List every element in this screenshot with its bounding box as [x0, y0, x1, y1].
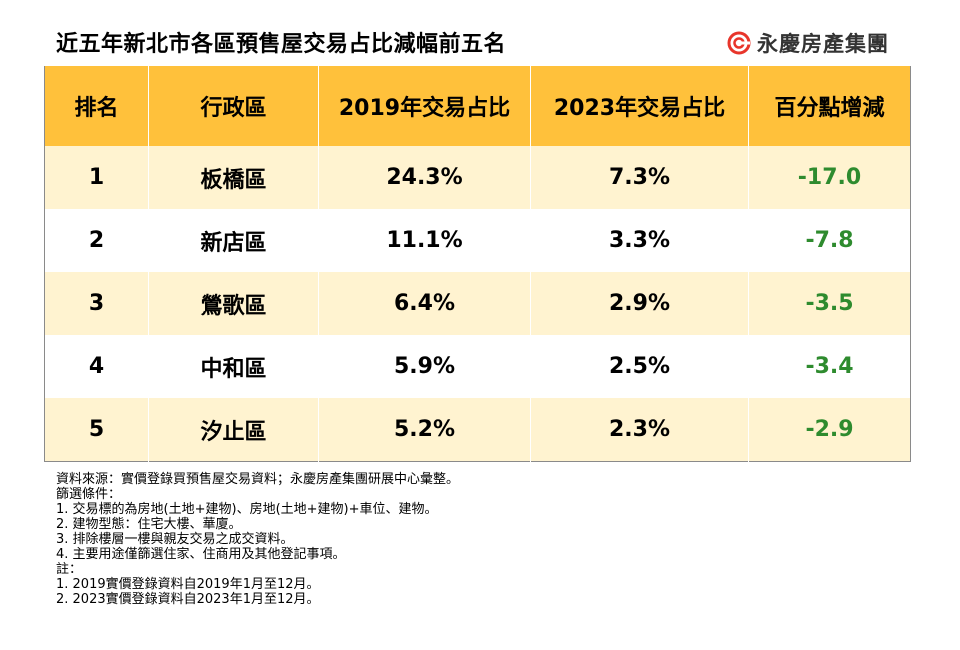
cell-share-2019: 11.1% [318, 209, 531, 272]
cell-change: -3.5 [748, 272, 911, 335]
cell-share-2023: 2.3% [530, 398, 749, 462]
cell-change: -7.8 [748, 209, 911, 272]
table-row: 4 中和區 5.9% 2.5% -3.4 [44, 335, 911, 398]
header-share-2019: 2019年交易占比 [318, 66, 531, 146]
header-district: 行政區 [148, 66, 319, 146]
cell-district: 板橋區 [148, 146, 319, 209]
cell-district: 新店區 [148, 209, 319, 272]
note-filter-item: 4. 主要用途僅篩選住家、住商用及其他登記事項。 [56, 547, 346, 562]
cell-share-2023: 3.3% [530, 209, 749, 272]
table-row: 1 板橋區 24.3% 7.3% -17.0 [44, 146, 911, 209]
cell-share-2019: 5.9% [318, 335, 531, 398]
table-row: 3 鶯歌區 6.4% 2.9% -3.5 [44, 272, 911, 335]
cell-share-2019: 5.2% [318, 398, 531, 462]
cell-share-2023: 2.5% [530, 335, 749, 398]
header-share-2023: 2023年交易占比 [530, 66, 749, 146]
cell-district: 汐止區 [148, 398, 319, 462]
ranking-table: 排名 行政區 2019年交易占比 2023年交易占比 百分點增減 1 板橋區 2… [44, 66, 911, 462]
cell-rank: 3 [44, 272, 149, 335]
cell-share-2019: 6.4% [318, 272, 531, 335]
cell-rank: 1 [44, 146, 149, 209]
cell-share-2019: 24.3% [318, 146, 531, 209]
cell-change: -3.4 [748, 335, 911, 398]
note-remark-item: 2. 2023實價登錄資料自2023年1月至12月。 [56, 592, 320, 607]
cell-share-2023: 2.9% [530, 272, 749, 335]
note-filter-item: 1. 交易標的為房地(土地+建物)、房地(土地+建物)+車位、建物。 [56, 502, 438, 517]
brand-name: 永慶房產集團 [757, 32, 889, 56]
page-title: 近五年新北市各區預售屋交易占比減幅前五名 [56, 32, 507, 57]
cell-change: -2.9 [748, 398, 911, 462]
cell-district: 鶯歌區 [148, 272, 319, 335]
table-row: 2 新店區 11.1% 3.3% -7.8 [44, 209, 911, 272]
brand-logo: 永慶房產集團 [727, 28, 889, 58]
cell-change: -17.0 [748, 146, 911, 209]
note-filter-item: 3. 排除樓層一樓與親友交易之成交資料。 [56, 532, 294, 547]
cell-district: 中和區 [148, 335, 319, 398]
header-change: 百分點增減 [748, 66, 911, 146]
cell-rank: 2 [44, 209, 149, 272]
cell-rank: 4 [44, 335, 149, 398]
note-filter-heading: 篩選條件： [56, 487, 122, 502]
header-rank: 排名 [44, 66, 149, 146]
footnotes: 資料來源：實價登錄買預售屋交易資料；永慶房產集團研展中心彙整。 篩選條件： 1.… [56, 472, 459, 607]
note-remark-item: 1. 2019實價登錄資料自2019年1月至12月。 [56, 577, 320, 592]
cell-rank: 5 [44, 398, 149, 462]
note-filter-item: 2. 建物型態：住宅大樓、華廈。 [56, 517, 242, 532]
table-row: 5 汐止區 5.2% 2.3% -2.9 [44, 398, 911, 462]
note-source: 資料來源：實價登錄買預售屋交易資料；永慶房產集團研展中心彙整。 [56, 472, 460, 487]
brand-ring-icon [727, 31, 751, 55]
cell-share-2023: 7.3% [530, 146, 749, 209]
note-remark-heading: 註： [56, 562, 83, 577]
table-header-row: 排名 行政區 2019年交易占比 2023年交易占比 百分點增減 [44, 66, 911, 146]
